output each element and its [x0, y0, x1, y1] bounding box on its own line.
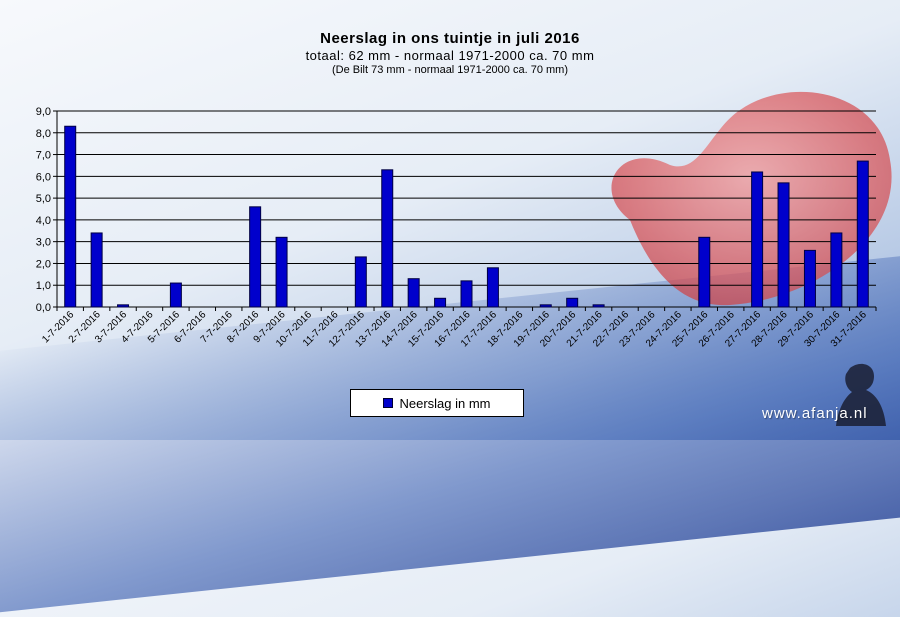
watermark: www.afanja.nl [762, 405, 868, 422]
bar [539, 304, 552, 308]
chart-subtitle-secondary: (De Bilt 73 mm - normaal 1971-2000 ca. 7… [332, 64, 568, 76]
y-tick-label: 4,0 [36, 215, 51, 227]
y-tick-label: 3,0 [36, 237, 51, 249]
bar [751, 171, 764, 308]
y-tick-label: 0,0 [36, 302, 51, 314]
y-tick-label: 2,0 [36, 258, 51, 270]
bar [486, 267, 499, 308]
legend-label: Neerslag in mm [399, 395, 491, 411]
chart-legend: Neerslag in mm [350, 389, 524, 417]
bar [64, 125, 77, 308]
bar [777, 182, 790, 308]
y-tick-label: 8,0 [36, 128, 51, 140]
bar [698, 236, 711, 308]
bar [381, 169, 394, 308]
y-tick-label: 5,0 [36, 193, 51, 205]
y-tick-label: 6,0 [36, 171, 51, 183]
legend-swatch [383, 398, 394, 408]
y-tick-label: 7,0 [36, 150, 51, 162]
bar [117, 304, 130, 308]
bar [460, 280, 473, 308]
bar-chart: 0,01,02,03,04,05,06,07,08,09,01-7-20162-… [36, 106, 877, 349]
bar [275, 236, 288, 308]
bar [90, 232, 103, 308]
y-tick-label: 1,0 [36, 280, 51, 292]
bar [566, 297, 579, 308]
bar [407, 278, 420, 308]
chart-subtitle: totaal: 62 mm - normaal 1971-2000 ca. 70… [305, 48, 595, 63]
bar [592, 304, 605, 308]
bar [354, 256, 367, 308]
bar [434, 297, 447, 308]
bar [169, 282, 182, 308]
bar [249, 206, 262, 308]
bar [856, 160, 869, 308]
bar [803, 249, 816, 308]
y-tick-label: 9,0 [36, 106, 51, 118]
bar [830, 232, 843, 308]
chart-title: Neerslag in ons tuintje in juli 2016 [320, 30, 580, 47]
